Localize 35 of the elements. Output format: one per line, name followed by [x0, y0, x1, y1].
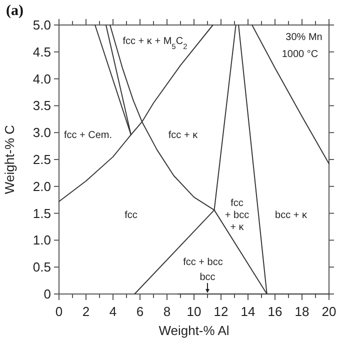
- x-tick-label: 6: [136, 304, 144, 319]
- x-tick-label: 12: [214, 304, 228, 319]
- y-tick-label: 0: [44, 286, 51, 302]
- annotation: fcc: [124, 210, 138, 221]
- y-tick-label: 0.5: [32, 260, 51, 275]
- y-axis-title: Weight-% C: [2, 124, 17, 194]
- y-tick-label: 1.5: [32, 206, 51, 221]
- chart-title: (a): [6, 3, 24, 19]
- y-tick-label: 1.0: [32, 232, 51, 248]
- annotation: 30% Mn: [286, 32, 322, 43]
- annotation: fcc + Cem.: [64, 130, 112, 141]
- x-tick-label: 2: [82, 304, 90, 319]
- x-tick-label: 4: [109, 304, 117, 319]
- annotation: fcc + bcc + κ: [224, 198, 250, 233]
- y-tick-label: 4.0: [32, 71, 51, 86]
- annotation: 1000 °C: [282, 49, 318, 60]
- x-tick-label: 16: [268, 304, 282, 319]
- x-axis-title: Weight-% Al: [158, 323, 230, 338]
- x-tick-label: 8: [163, 304, 171, 319]
- annotation: bcc + κ: [275, 210, 308, 221]
- y-tick-label: 2.5: [32, 152, 51, 167]
- x-tick-label: 20: [322, 304, 336, 319]
- x-tick-label: 18: [294, 304, 310, 319]
- x-tick-label: 14: [240, 304, 256, 319]
- y-tick-label: 3.0: [32, 125, 51, 140]
- y-tick-label: 5.0: [32, 18, 51, 32]
- x-tick-label: 10: [186, 304, 202, 319]
- y-tick-label: 4.5: [32, 44, 51, 60]
- annotation: fcc + κ: [168, 130, 199, 141]
- annotation: fcc + bcc: [183, 257, 223, 268]
- annotation: fcc + κ + M$_{5}$C$_{2}$: [122, 36, 188, 50]
- y-tick-label: 3.5: [32, 98, 51, 114]
- annotation: bcc: [200, 272, 216, 283]
- x-tick-label: 0: [55, 304, 63, 319]
- y-tick-label: 2.0: [32, 178, 51, 194]
